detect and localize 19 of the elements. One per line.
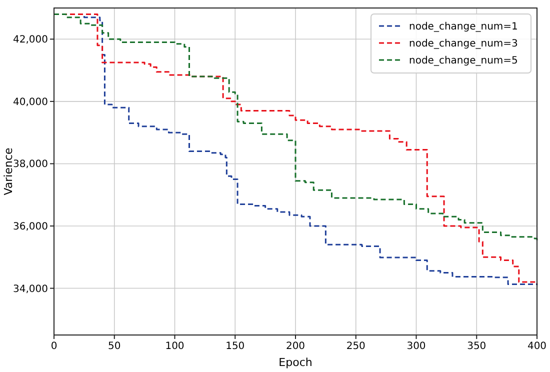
x-tick-label: 200: [286, 341, 306, 352]
legend-label: node_change_num=5: [409, 56, 518, 66]
x-tick-label: 0: [50, 341, 58, 352]
x-tick-label: 300: [406, 341, 426, 352]
legend-label: node_change_num=3: [409, 38, 518, 50]
y-tick-label: 36,000: [13, 222, 48, 232]
y-tick-label: 38,000: [13, 159, 48, 170]
y-tick-label: 34,000: [13, 284, 48, 295]
legend-label: node_change_num=1: [409, 22, 518, 32]
x-tick-label: 150: [226, 341, 245, 352]
x-tick-label: 100: [165, 341, 184, 352]
x-axis-title: Epoch: [278, 356, 312, 369]
x-tick-label: 50: [108, 341, 121, 352]
x-tick-label: 350: [467, 341, 486, 352]
y-axis-title: Varience: [2, 147, 15, 196]
x-tick-label: 250: [346, 341, 366, 352]
y-tick-label: 42,000: [13, 34, 48, 46]
x-tick-label: 400: [527, 341, 547, 352]
y-tick-label: 40,000: [13, 96, 48, 108]
